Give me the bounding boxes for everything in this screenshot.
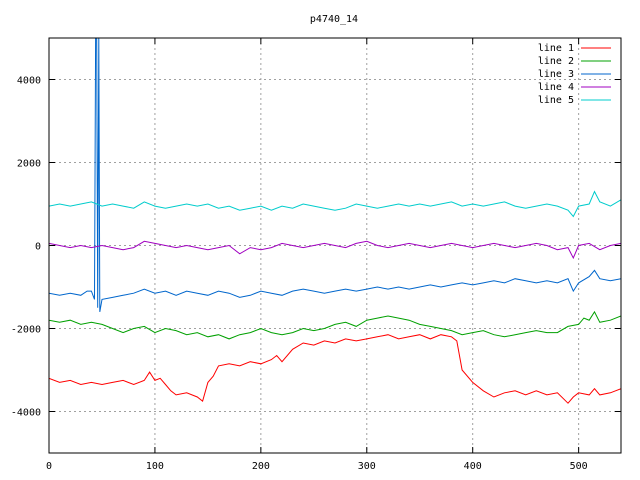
x-tick-label: 500: [570, 461, 588, 472]
series-line-2: [49, 310, 621, 340]
x-tick-label: 400: [464, 461, 482, 472]
y-tick-label: -2000: [11, 325, 41, 336]
series-line-5: [49, 190, 621, 218]
y-tick-label: 0: [35, 242, 41, 253]
x-tick-label: 0: [46, 461, 52, 472]
legend: line 1 line 2 line 3 line 4 line 5: [538, 43, 611, 106]
axis-ticks: 0 100 200 300 400 500 -4000 -2000 0 2000 4000: [11, 38, 621, 472]
legend-label: line 3: [538, 69, 574, 80]
legend-label: line 2: [538, 56, 574, 67]
grid: [49, 38, 621, 453]
series-line-1: [49, 334, 621, 404]
y-tick-label: 2000: [17, 159, 41, 170]
x-tick-label: 100: [146, 461, 164, 472]
chart-title: p4740_14: [310, 14, 358, 25]
series-line-3: [49, 38, 621, 312]
series-line-4: [49, 240, 621, 260]
legend-label: line 4: [538, 82, 574, 93]
series-group: [49, 38, 621, 404]
y-tick-label: 4000: [17, 76, 41, 87]
legend-label: line 5: [538, 95, 574, 106]
x-tick-label: 200: [252, 461, 270, 472]
legend-label: line 1: [538, 43, 574, 54]
y-tick-label: -4000: [11, 408, 41, 419]
x-tick-label: 300: [358, 461, 376, 472]
